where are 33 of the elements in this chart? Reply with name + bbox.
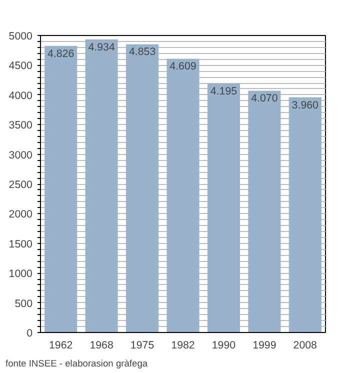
bar [126,44,159,332]
y-tick-label: 3000 [8,149,33,162]
y-tick-label: 5000 [8,30,33,42]
x-tick-label: 1975 [130,340,154,352]
data-label: 4.826 [48,48,74,60]
data-label: 4.609 [170,60,196,73]
source-note: fonte INSEE - elaborasion gràfega [6,358,148,368]
data-label: 4.195 [210,85,238,98]
x-tick-label: 1999 [252,340,276,352]
data-label: 4.070 [251,92,278,105]
y-tick-label: 0 [26,328,33,340]
x-tick-label: 1990 [212,340,236,352]
y-tick-label: 4000 [8,90,33,102]
x-tick-label: 1982 [171,340,195,352]
x-tick-label: 1962 [49,340,73,352]
x-tick-label: 2008 [293,340,318,352]
bar [44,46,78,332]
y-tick-label: 500 [14,298,33,310]
bar [166,58,200,332]
y-tick-label: 3500 [8,120,33,132]
y-tick-label: 2500 [8,179,33,191]
x-tick-label: 1968 [90,340,114,352]
data-label: 4.934 [88,41,115,54]
bar [207,83,240,332]
y-tick-label: 4500 [8,60,33,72]
bar [288,97,322,332]
bar [85,39,118,332]
data-label: 4.853 [128,46,156,58]
data-label: 3.960 [292,99,319,112]
y-tick-label: 1500 [8,238,33,250]
y-tick-label: 2000 [8,208,33,221]
y-tick-label: 1000 [8,268,33,280]
bar [248,90,281,332]
